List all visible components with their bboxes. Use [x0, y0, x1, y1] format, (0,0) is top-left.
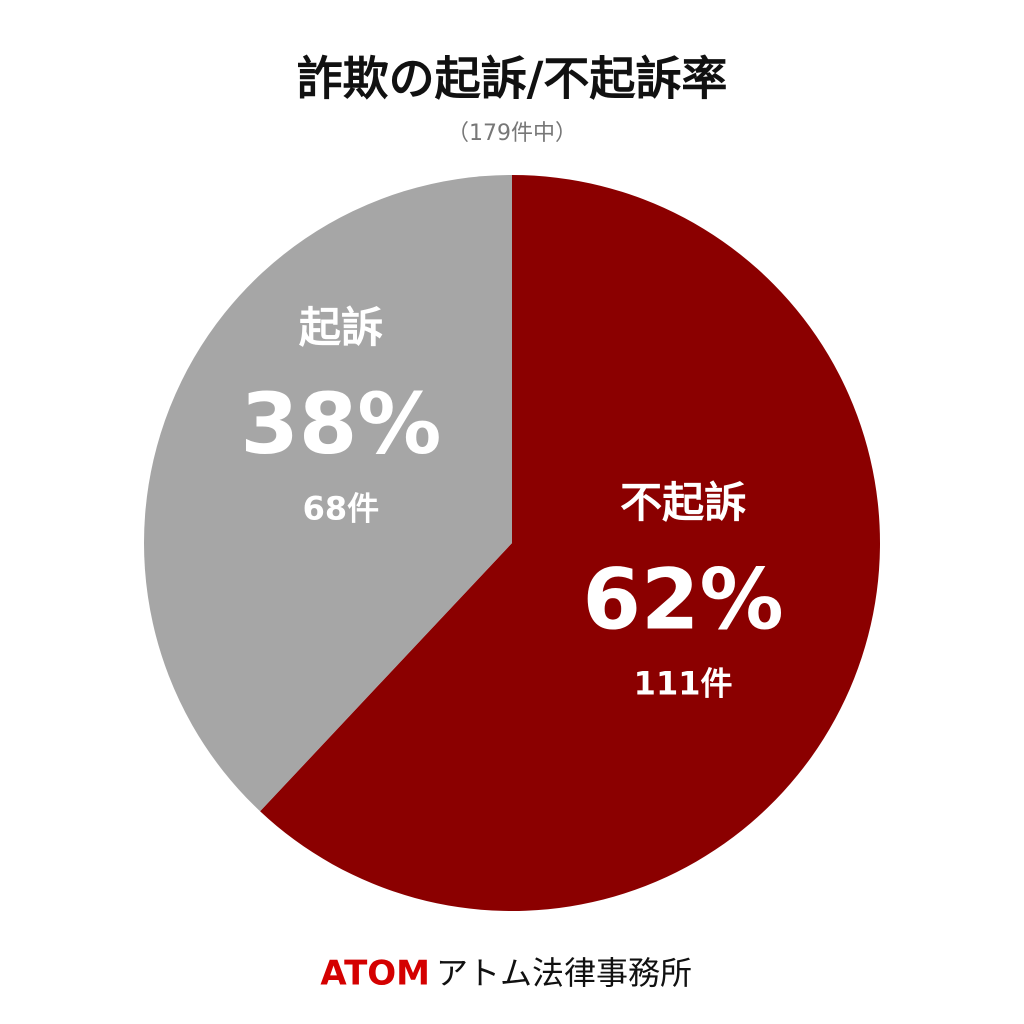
chart-title: 詐欺の起訴/不起訴率 [297, 52, 728, 106]
slice-category: 起訴 [299, 303, 383, 352]
pie-slice [260, 175, 881, 911]
footer-name: アトム法律事務所 [436, 954, 692, 992]
slice-percent: 62% [583, 551, 784, 649]
slice-count: 68件 [303, 489, 380, 527]
chart-subtitle: （179件中） [447, 121, 577, 146]
slice-category: 不起訴 [620, 478, 746, 527]
slice-count: 111件 [634, 665, 733, 703]
pie-slice [144, 175, 513, 812]
slice-percent: 38% [240, 375, 441, 473]
pie: 不起訴 62% 111件 起訴 38% 68件 [144, 175, 881, 911]
footer-brand: ATOM [320, 954, 430, 994]
